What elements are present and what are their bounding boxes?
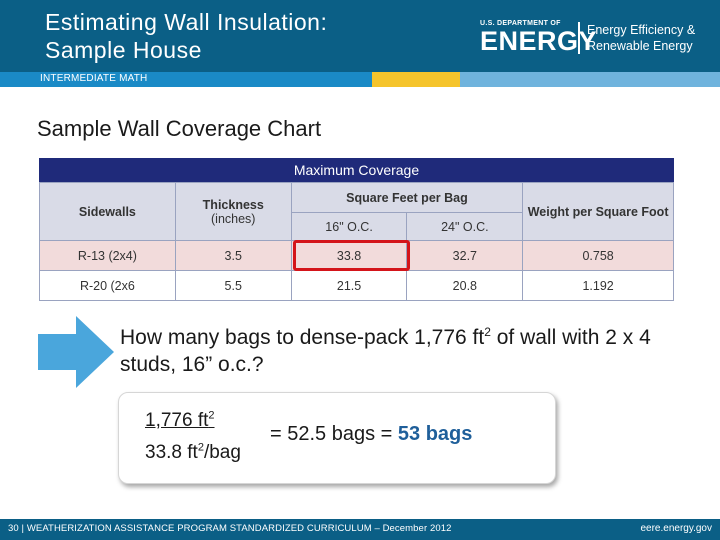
slide-header-title: Estimating Wall Insulation: Sample House: [45, 8, 327, 64]
doe-logo: U.S. DEPARTMENT OF ENERGY Energy Efficie…: [480, 18, 710, 58]
header-sqft-per-bag: Square Feet per Bag: [290, 182, 524, 213]
table-row: R-13 (2x4) 3.5 33.8 32.7 0.758: [39, 240, 674, 271]
formula-numerator-text: 1,776 ft: [145, 410, 209, 431]
header-title-line2: Sample House: [45, 37, 202, 63]
header-thickness-label: Thickness: [202, 197, 264, 212]
question-text: How many bags to dense-pack 1,776 ft2 of…: [120, 324, 700, 378]
header-24-oc: 24" O.C.: [406, 212, 524, 241]
coverage-table: Sidewalls Thickness (inches) Square Feet…: [39, 182, 674, 301]
highlight-box: [293, 240, 410, 271]
table-caption: Maximum Coverage: [39, 158, 674, 182]
doe-logo-eere-line1: Energy Efficiency &: [587, 23, 696, 37]
question-part1: How many bags to dense-pack 1,776 ft: [120, 326, 485, 349]
footer-url: eere.energy.gov: [640, 523, 712, 534]
cell-sidewall: R-13 (2x4): [39, 240, 176, 271]
question-part2: of wall with 2 x 4 studs, 16” o.c.?: [120, 326, 651, 376]
tag-bar: [0, 72, 460, 87]
doe-logo-small-text: U.S. DEPARTMENT OF: [480, 20, 561, 27]
doe-logo-energy-text: ENERGY: [480, 26, 598, 56]
cell-24-oc: 32.7: [406, 240, 524, 271]
cell-sidewall: R-20 (2x6: [39, 270, 176, 301]
slide-footer: [0, 519, 720, 540]
formula-equation: = 52.5 bags =: [270, 423, 398, 445]
tag-label: INTERMEDIATE MATH: [40, 73, 148, 84]
slide-header: [0, 0, 720, 72]
right-arrow-icon: [38, 316, 114, 388]
formula-answer: 53 bags: [397, 423, 473, 445]
tag-bar-light: [460, 72, 720, 87]
formula-box: [118, 392, 556, 484]
formula-denominator-text: 33.8 ft: [145, 442, 198, 463]
cell-16-oc: 33.8: [290, 240, 408, 271]
question-superscript: 2: [484, 325, 491, 339]
cell-16-oc: 21.5: [290, 270, 408, 301]
footer-text: 30 | WEATHERIZATION ASSISTANCE PROGRAM S…: [8, 523, 452, 534]
header-weight: Weight per Square Foot: [522, 182, 674, 241]
doe-logo-eere-line2: Renewable Energy: [587, 39, 693, 53]
cell-thickness: 3.5: [174, 240, 292, 271]
header-thickness-unit: (inches): [211, 211, 256, 226]
formula-denominator-sup: 2: [197, 441, 204, 454]
formula-denominator: 33.8 ft2/bag: [145, 442, 241, 464]
cell-24-oc: 20.8: [406, 270, 524, 301]
formula-result: = 52.5 bags = 53 bags: [270, 423, 472, 446]
header-title-line1: Estimating Wall Insulation:: [45, 9, 328, 35]
table-row: R-20 (2x6 5.5 21.5 20.8 1.192: [39, 270, 674, 301]
formula-numerator-sup: 2: [208, 409, 215, 422]
cell-weight: 0.758: [522, 240, 674, 271]
tag-bar-accent: [372, 72, 460, 87]
doe-logo-eere-text: Energy Efficiency & Renewable Energy: [587, 22, 695, 54]
slide-title: Sample Wall Coverage Chart: [37, 116, 322, 141]
cell-weight: 1.192: [522, 270, 674, 301]
formula-numerator: 1,776 ft2: [145, 410, 215, 432]
header-16-oc: 16" O.C.: [290, 212, 408, 241]
header-thickness: Thickness (inches): [174, 182, 292, 241]
header-sidewalls: Sidewalls: [39, 182, 176, 241]
cell-thickness: 5.5: [174, 270, 292, 301]
formula-denominator-unit: /bag: [203, 442, 241, 463]
doe-logo-separator: [578, 22, 580, 54]
